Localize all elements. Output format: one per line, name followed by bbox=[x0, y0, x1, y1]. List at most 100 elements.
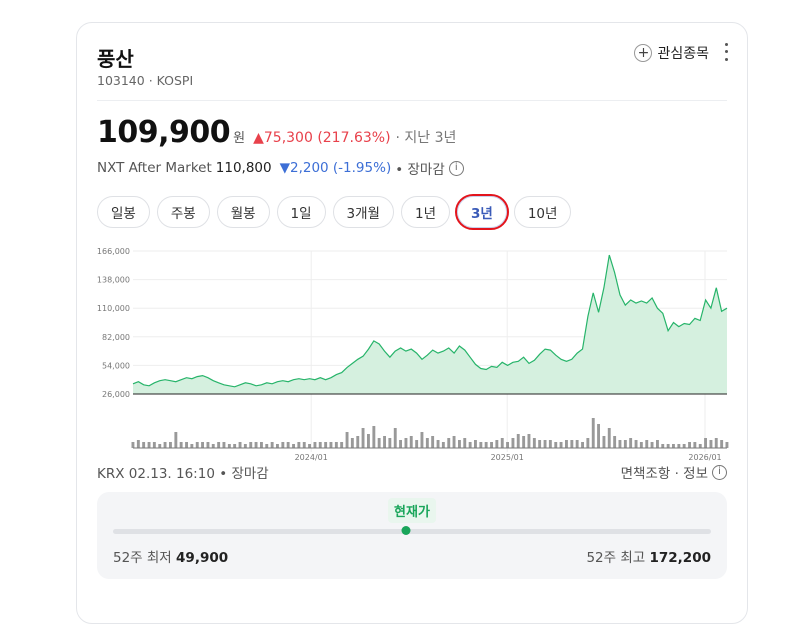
volume-bar bbox=[532, 438, 536, 448]
volume-bar bbox=[623, 440, 627, 448]
volume-bar bbox=[329, 442, 333, 448]
current-price-marker bbox=[401, 526, 411, 535]
volume-bar bbox=[201, 442, 204, 448]
week52-high-value: 172,200 bbox=[649, 550, 712, 566]
tab-weekly[interactable]: 주봉 bbox=[156, 196, 210, 228]
volume-bar bbox=[591, 418, 595, 448]
stock-name: 풍산 bbox=[97, 47, 134, 71]
volume-bar bbox=[452, 436, 456, 448]
volume-bar bbox=[254, 442, 258, 448]
volume-bar bbox=[447, 438, 451, 448]
tab-3month[interactable]: 3개월 bbox=[332, 196, 394, 228]
volume-bar bbox=[361, 428, 365, 448]
tab-10year[interactable]: 10년 bbox=[513, 196, 572, 228]
x-tick-label: 2025/01 bbox=[491, 453, 524, 462]
nxt-row: NXT After Market 110,800 ▼2,200 (-1.95%)… bbox=[97, 158, 464, 178]
nxt-label: NXT After Market bbox=[97, 160, 212, 176]
volume-bar bbox=[704, 438, 707, 448]
tab-1year[interactable]: 1년 bbox=[400, 196, 450, 228]
volume-bar bbox=[639, 442, 643, 448]
nxt-price: 110,800 bbox=[215, 160, 272, 176]
volume-bar bbox=[516, 434, 520, 448]
volume-bar bbox=[522, 436, 526, 448]
volume-bar bbox=[436, 440, 440, 448]
volume-bar bbox=[554, 442, 558, 448]
volume-bar bbox=[211, 444, 215, 448]
volume-bar bbox=[249, 442, 253, 448]
market-status: KRX 02.13. 16:10 • 장마감 bbox=[97, 466, 269, 482]
info-icon[interactable]: i bbox=[448, 160, 464, 176]
volume-bar bbox=[393, 428, 397, 448]
add-watchlist-button[interactable]: + 관심종목 bbox=[634, 43, 709, 63]
volume-bar bbox=[270, 442, 274, 448]
volume-bar bbox=[420, 432, 424, 448]
week52-low-value: 49,900 bbox=[176, 550, 229, 566]
volume-bar bbox=[158, 444, 162, 448]
price-change: ▲75,300 (217.63%) bbox=[253, 130, 391, 146]
volume-bar bbox=[431, 436, 435, 448]
volume-bar bbox=[340, 442, 344, 448]
currency-unit: 원 bbox=[233, 131, 246, 146]
volume-bar bbox=[388, 438, 392, 448]
period-tabs: 일봉 주봉 월봉 1일 3개월 1년 3년 10년 bbox=[97, 194, 572, 230]
week52-low-label: 52주 최저 bbox=[113, 550, 172, 566]
volume-bar bbox=[479, 442, 483, 448]
volume-bar bbox=[260, 442, 263, 448]
tab-3year[interactable]: 3년 bbox=[455, 194, 509, 230]
y-tick-label: 110,000 bbox=[97, 304, 130, 313]
info-icon: i bbox=[712, 464, 727, 480]
volume-bar bbox=[372, 426, 376, 448]
nxt-status: • 장마감 bbox=[395, 162, 445, 178]
y-tick-label: 26,000 bbox=[102, 390, 130, 399]
volume-bar bbox=[511, 438, 515, 448]
volume-bar bbox=[318, 442, 322, 448]
volume-bar bbox=[238, 442, 242, 448]
volume-bar bbox=[484, 442, 488, 448]
volume-bar bbox=[302, 442, 306, 448]
disclaimer-link[interactable]: 면책조항 · 정보 i bbox=[621, 462, 727, 482]
volume-bar bbox=[661, 444, 665, 448]
volume-bar bbox=[720, 440, 724, 448]
volume-bar bbox=[613, 436, 617, 448]
volume-bar bbox=[324, 442, 328, 448]
volume-bar bbox=[334, 442, 338, 448]
tab-daily[interactable]: 일봉 bbox=[97, 196, 150, 228]
current-price: 109,900 bbox=[97, 115, 231, 150]
tab-1day[interactable]: 1일 bbox=[276, 196, 326, 228]
volume-bar bbox=[500, 438, 504, 448]
volume-bar bbox=[233, 444, 237, 448]
price-chart[interactable]: 166,000 138,000 110,000 82,000 54,000 26,000 2… bbox=[77, 241, 747, 463]
volume-bar bbox=[602, 436, 606, 448]
week52-high-label: 52주 최고 bbox=[586, 550, 646, 566]
watchlist-label: 관심종목 bbox=[657, 46, 709, 62]
volume-bar bbox=[463, 438, 467, 448]
y-tick-label: 166,000 bbox=[97, 247, 130, 256]
volume-bar bbox=[179, 442, 183, 448]
volume-bar bbox=[548, 440, 552, 448]
volume-bar bbox=[666, 444, 670, 448]
volume-bar bbox=[575, 440, 579, 448]
volume-bar bbox=[265, 444, 269, 448]
volume-bar bbox=[618, 440, 622, 448]
volume-bar bbox=[217, 442, 221, 448]
volume-bar bbox=[367, 434, 370, 448]
nxt-change: ▼2,200 (-1.95%) bbox=[279, 160, 392, 176]
volume-bar bbox=[136, 440, 140, 448]
x-tick-label: 2026/01 bbox=[688, 453, 721, 462]
tab-monthly[interactable]: 월봉 bbox=[216, 196, 270, 228]
volume-bar bbox=[570, 440, 574, 448]
volume-bar bbox=[597, 424, 600, 448]
volume-bar bbox=[222, 442, 226, 448]
volume-bar bbox=[634, 440, 638, 448]
volume-bar bbox=[163, 442, 167, 448]
volume-bar bbox=[404, 438, 408, 448]
volume-bar bbox=[227, 444, 231, 448]
more-menu-icon[interactable] bbox=[719, 41, 733, 63]
volume-bar bbox=[656, 440, 659, 448]
volume-bar bbox=[709, 440, 713, 448]
stock-code: 103140 · KOSPI bbox=[97, 73, 194, 88]
y-tick-label: 54,000 bbox=[102, 361, 130, 370]
volume-bar bbox=[415, 440, 419, 448]
volume-bar bbox=[185, 442, 188, 448]
volume-bar bbox=[458, 440, 461, 448]
